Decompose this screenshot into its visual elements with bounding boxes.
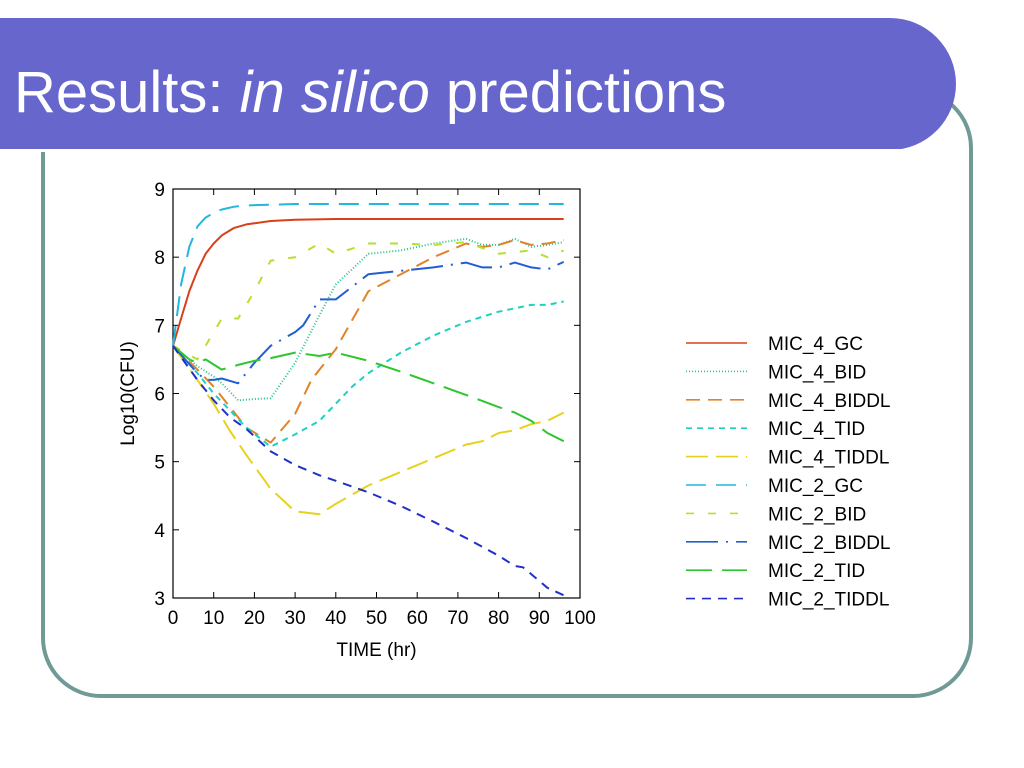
x-tick-label: 30 [285,608,306,629]
x-tick-label: 0 [168,608,179,629]
series-line-mic-4-tiddl [172,345,565,516]
series-line-mic-4-tid [172,300,564,448]
legend-label: MIC_4_TIDDL [768,448,889,469]
series-line-mic-4-gc [172,218,564,347]
title-italic: in silico [239,60,430,125]
legend-label: MIC_2_TIDDL [768,590,889,611]
x-tick-label: 10 [203,608,224,629]
series-line-mic-2-bid [172,241,565,361]
series-line-mic-2-biddl [172,260,565,385]
title-underline [0,149,906,152]
y-tick-label: 5 [154,453,165,474]
series-line-mic-4-bid [172,237,564,402]
series-line-mic-2-tiddl [172,345,565,597]
y-tick-label: 3 [154,589,165,610]
x-tick-label: 90 [529,608,550,629]
x-axis-label: TIME (hr) [336,640,416,661]
legend-label: MIC_4_BID [768,362,866,383]
y-tick-label: 4 [154,521,165,542]
title-prefix: Results: [14,60,240,125]
chart-legend: MIC_4_GC MIC_4_BID MIC_4_BIDDL MIC_4_TID MIC… [686,334,891,611]
legend-label: MIC_4_TID [768,419,865,440]
legend-label: MIC_2_GC [768,476,863,497]
x-tick-label: 60 [407,608,428,629]
y-tick-label: 8 [154,248,165,269]
y-axis-label: Log10(CFU) [118,341,139,446]
series-lines [172,203,565,597]
series-line-mic-2-gc [172,203,564,346]
x-tick-label: 50 [366,608,387,629]
axis-ticks: 0 10 20 30 40 50 60 70 80 90 100 3 4 5 6 7 8 9 [154,180,595,629]
x-tick-label: 100 [564,608,596,629]
title-bar: Results: in silico predictions [0,18,956,152]
plot-area [172,188,581,599]
legend-label: MIC_2_BID [768,504,866,525]
series-line-mic-2-tid [172,345,565,443]
legend-label: MIC_4_GC [768,334,863,355]
legend-label: MIC_4_BIDDL [768,391,891,412]
y-tick-label: 9 [154,180,165,201]
series-line-mic-4-biddl [172,239,564,444]
x-tick-label: 70 [447,608,468,629]
y-tick-label: 6 [154,385,165,406]
legend-label: MIC_2_TID [768,561,865,582]
slide-title: Results: in silico predictions [14,64,726,122]
title-suffix: predictions [429,60,727,125]
x-tick-label: 80 [488,608,509,629]
x-tick-label: 40 [325,608,346,629]
y-tick-label: 7 [154,316,165,337]
legend-label: MIC_2_BIDDL [768,533,891,554]
x-tick-label: 20 [244,608,265,629]
